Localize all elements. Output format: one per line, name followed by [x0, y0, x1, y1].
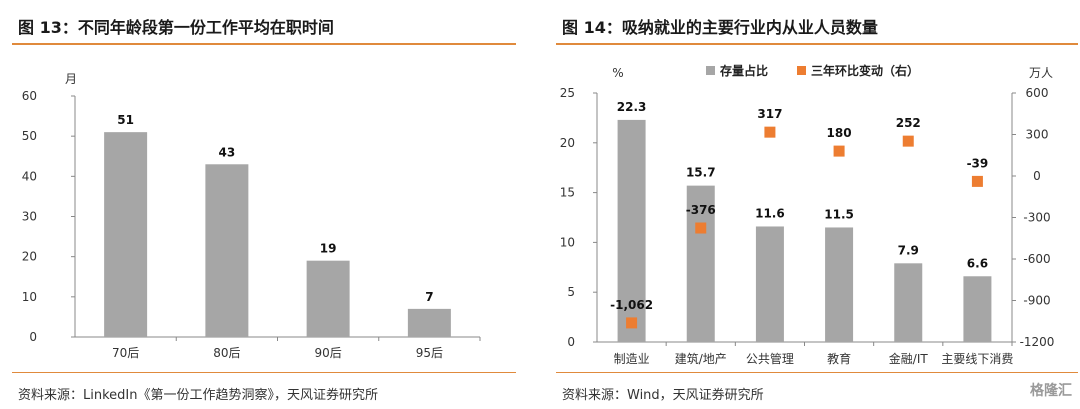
marker-value-label: -1,062	[610, 298, 653, 312]
left-source-divider	[12, 372, 516, 373]
right-y-tick-label: 600	[1026, 86, 1049, 100]
bar	[755, 226, 784, 342]
right-combo-chart: % 万人 0 5 10 15 20 25 -1200 -900 -600 -300 0 300 600 存量占…	[560, 63, 1055, 366]
bar-value-label: 43	[219, 145, 236, 159]
bar	[407, 308, 451, 337]
y-tick-label: 40	[22, 169, 37, 183]
x-tick-label: 主要线下消费	[941, 352, 1013, 366]
marker-value-label: 180	[827, 126, 852, 140]
marker-value-label: -39	[967, 156, 989, 170]
change-marker	[626, 317, 638, 329]
legend-label: 三年环比变动（右）	[811, 63, 919, 78]
right-figure-panel: 图 14：吸纳就业的主要行业内从业人员数量 % 万人 0 5 10 15 20 25 -1200…	[552, 0, 1080, 409]
y-tick-label: 10	[22, 290, 37, 304]
x-tick-label: 95后	[416, 346, 443, 360]
legend-label: 存量占比	[719, 63, 768, 78]
left-y-tick-label: 0	[567, 335, 575, 349]
y-tick-label: 0	[29, 330, 37, 344]
left-title-divider	[12, 43, 516, 45]
right-figure-title: 图 14：吸纳就业的主要行业内从业人员数量	[562, 18, 878, 37]
bar-value-label: 15.7	[686, 166, 716, 180]
marker-value-label: 317	[757, 107, 782, 121]
right-source-divider	[556, 372, 1078, 373]
legend-swatch	[797, 66, 806, 75]
bar-value-label: 19	[320, 242, 337, 256]
left-y-axis-label: %	[612, 66, 623, 80]
x-tick-label: 公共管理	[746, 351, 794, 366]
marker-value-label: 252	[896, 116, 921, 130]
y-tick-label: 30	[22, 210, 37, 224]
legend-swatch	[706, 66, 715, 75]
right-y-axis-label: 万人	[1029, 66, 1053, 80]
change-marker	[833, 145, 845, 157]
right-y-tick-label: -300	[1023, 211, 1050, 225]
x-tick-label: 70后	[112, 346, 139, 360]
change-marker	[695, 222, 707, 234]
left-figure-title: 图 13：不同年龄段第一份工作平均在职时间	[18, 18, 334, 37]
right-y-tick-label: -600	[1023, 252, 1050, 266]
bar-value-label: 7.9	[898, 243, 919, 257]
y-axis-label: 月	[65, 72, 77, 86]
bar	[617, 119, 646, 342]
watermark-logo: 格隆汇	[1030, 383, 1072, 399]
bar	[825, 227, 854, 342]
left-figure-panel: 图 13：不同年龄段第一份工作平均在职时间 月 0 10 20 30 40 50 60 51 70…	[0, 0, 520, 409]
y-tick-label: 50	[22, 129, 37, 143]
left-source-note: 资料来源：LinkedIn《第一份工作趋势洞察》，天风证券研究所	[18, 388, 378, 403]
bar	[963, 276, 992, 342]
change-marker	[971, 175, 983, 187]
bar-value-label: 6.6	[967, 256, 988, 270]
bar-value-label: 7	[425, 290, 433, 304]
left-y-tick-label: 25	[560, 86, 575, 100]
bar-value-label: 11.5	[824, 207, 854, 221]
bar	[306, 260, 350, 337]
right-source-note: 资料来源：Wind，天风证券研究所	[562, 388, 764, 403]
bar	[894, 263, 923, 342]
x-tick-label: 制造业	[614, 352, 650, 366]
x-tick-label: 金融/IT	[889, 351, 929, 366]
x-tick-label: 建筑/地产	[675, 351, 727, 366]
change-marker	[764, 126, 776, 138]
right-y-tick-label: 0	[1033, 169, 1041, 183]
x-tick-label: 80后	[213, 346, 240, 360]
bar	[686, 185, 715, 342]
left-y-tick-label: 15	[560, 186, 575, 200]
change-marker	[902, 135, 914, 147]
left-y-tick-label: 5	[567, 285, 575, 299]
marker-value-label: -376	[686, 203, 716, 217]
right-y-tick-label: 300	[1026, 128, 1049, 142]
right-y-tick-label: -1200	[1020, 335, 1055, 349]
x-tick-label: 90后	[314, 346, 341, 360]
bar	[104, 132, 148, 337]
left-y-tick-label: 20	[560, 136, 575, 150]
bar-value-label: 11.6	[755, 206, 785, 220]
left-y-tick-label: 10	[560, 235, 575, 249]
right-y-tick-label: -900	[1023, 294, 1050, 308]
bar-value-label: 51	[117, 113, 134, 127]
bar-value-label: 22.3	[617, 100, 647, 114]
x-tick-label: 教育	[827, 351, 851, 366]
left-bar-chart: 月 0 10 20 30 40 50 60 51 70后 43 80后 19 90后 7 95后	[22, 72, 481, 360]
right-title-divider	[556, 43, 1078, 45]
y-tick-label: 60	[22, 89, 37, 103]
y-tick-label: 20	[22, 250, 37, 264]
bar	[205, 164, 249, 337]
